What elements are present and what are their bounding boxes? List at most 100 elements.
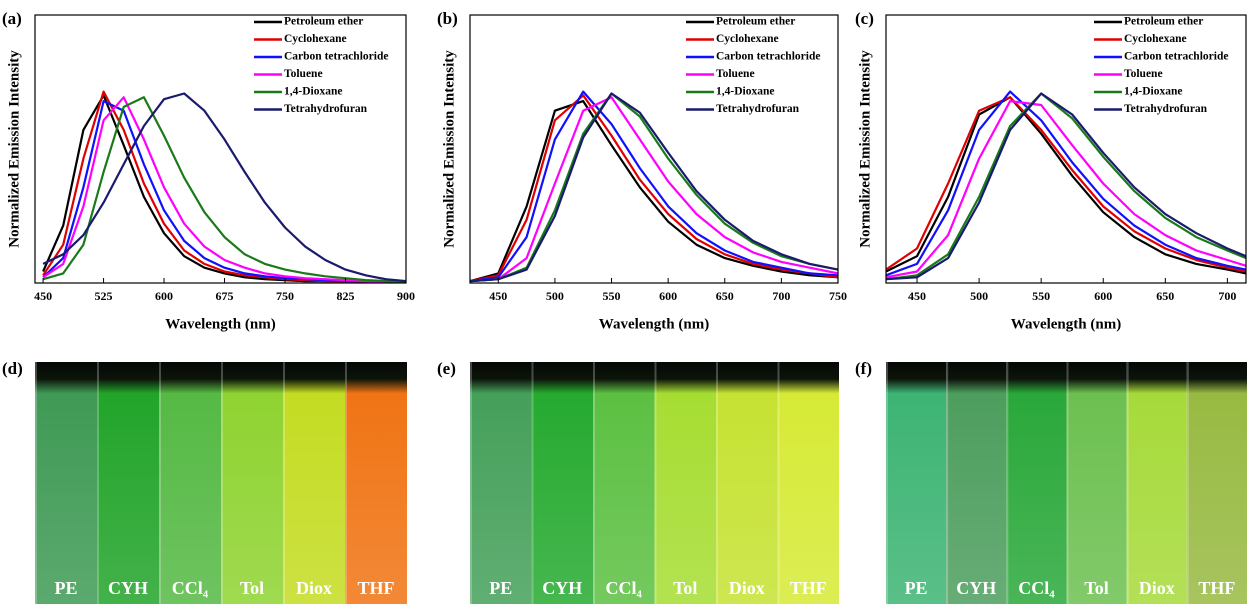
legend-label: Cyclohexane xyxy=(284,33,347,45)
y-axis-title: Normalized Emission Intensity xyxy=(441,50,457,248)
plot-frame xyxy=(34,14,407,284)
vial-label: THF xyxy=(357,578,394,598)
x-tick-label: 500 xyxy=(970,289,988,303)
series-line xyxy=(886,96,1246,273)
x-tick-label: 600 xyxy=(1094,289,1112,303)
vial-edge xyxy=(345,362,347,604)
series-line xyxy=(886,90,1246,277)
vial-edge xyxy=(1186,362,1189,604)
vial-label: Diox xyxy=(729,578,765,598)
vial-label: CCl₄ xyxy=(1018,578,1055,598)
vial-label: Tol xyxy=(1084,578,1108,598)
legend-label: Tetrahydrofuran xyxy=(284,103,368,115)
vial-edge xyxy=(35,362,37,604)
legend-label: Carbon tetrachloride xyxy=(1124,51,1228,63)
legend-label: Carbon tetrachloride xyxy=(716,51,820,63)
series-line xyxy=(886,100,1246,279)
vial xyxy=(1186,362,1247,604)
legend-label: 1,4-Dioxane xyxy=(284,86,342,98)
legend-label: Cyclohexane xyxy=(1124,33,1187,45)
series-line xyxy=(886,92,1246,281)
legend-label: 1,4-Dioxane xyxy=(1124,86,1182,98)
vial-label: CYH xyxy=(956,578,996,598)
vial-edge xyxy=(593,362,595,604)
vial xyxy=(1066,362,1127,604)
series-line xyxy=(42,92,406,283)
vial xyxy=(886,362,947,604)
vial xyxy=(531,362,593,604)
vial-edge xyxy=(159,362,161,604)
vial xyxy=(221,362,283,604)
x-tick-label: 450 xyxy=(489,289,507,303)
x-tick-label: 600 xyxy=(659,289,677,303)
vial-edge xyxy=(654,362,657,604)
vial xyxy=(470,362,532,604)
series-line xyxy=(470,100,838,283)
legend-label: Toluene xyxy=(284,68,323,80)
vial-label: CYH xyxy=(542,578,582,598)
x-axis-title: Wavelength (nm) xyxy=(1011,316,1121,332)
vial-label: Diox xyxy=(1139,578,1175,598)
x-tick-label: 550 xyxy=(1032,289,1050,303)
vial-label: CCl₄ xyxy=(606,578,643,598)
vial-edge xyxy=(1006,362,1009,604)
panel-label: (d) xyxy=(2,359,23,378)
series-line xyxy=(470,94,838,283)
y-axis-title: Normalized Emission Intensity xyxy=(857,50,873,248)
vial xyxy=(946,362,1007,604)
panel-label: (e) xyxy=(437,359,456,378)
vial xyxy=(345,362,407,604)
vial-edge xyxy=(1066,362,1069,604)
vial xyxy=(777,362,839,604)
x-tick-label: 550 xyxy=(603,289,621,303)
x-tick-label: 525 xyxy=(95,289,113,303)
x-tick-label: 675 xyxy=(216,289,234,303)
x-tick-label: 450 xyxy=(908,289,926,303)
legend-label: Petroleum ether xyxy=(716,16,795,28)
legend-label: Petroleum ether xyxy=(284,16,363,28)
vial-edge xyxy=(97,362,99,604)
plot-frame xyxy=(469,14,839,284)
series-line xyxy=(886,96,1246,275)
x-tick-label: 700 xyxy=(772,289,790,303)
vial-edge xyxy=(470,362,472,604)
series-line xyxy=(42,90,406,283)
vial xyxy=(1126,362,1187,604)
x-tick-label: 900 xyxy=(397,289,415,303)
vial-edge xyxy=(283,362,285,604)
vial xyxy=(654,362,716,604)
x-tick-label: 450 xyxy=(34,289,52,303)
vial-edge xyxy=(946,362,949,604)
vial-edge xyxy=(531,362,534,604)
series-line xyxy=(470,90,838,283)
vial-label: Tol xyxy=(673,578,697,598)
x-tick-label: 650 xyxy=(1156,289,1174,303)
x-tick-label: 825 xyxy=(337,289,355,303)
vial-label: PE xyxy=(905,578,928,598)
plot-frame xyxy=(885,14,1247,284)
panel-label: (b) xyxy=(437,9,458,28)
vial-label: CYH xyxy=(108,578,148,598)
series-line xyxy=(470,96,838,283)
x-tick-label: 500 xyxy=(546,289,564,303)
x-axis-title: Wavelength (nm) xyxy=(165,316,275,332)
vial xyxy=(593,362,655,604)
vial-label: PE xyxy=(489,578,512,598)
series-line xyxy=(886,92,1246,281)
vial-edge xyxy=(716,362,718,604)
legend-label: Carbon tetrachloride xyxy=(284,51,388,63)
legend-label: Toluene xyxy=(716,68,755,80)
x-tick-label: 750 xyxy=(829,289,847,303)
legend-label: Petroleum ether xyxy=(1124,16,1203,28)
vial-label: Diox xyxy=(296,578,332,598)
y-axis-title: Normalized Emission Intensity xyxy=(6,50,22,248)
vial xyxy=(1006,362,1067,604)
legend-label: Toluene xyxy=(1124,68,1163,80)
x-tick-label: 700 xyxy=(1218,289,1236,303)
vial-label: PE xyxy=(54,578,77,598)
series-line xyxy=(470,92,838,283)
panel-label: (c) xyxy=(855,9,874,28)
x-tick-label: 600 xyxy=(155,289,173,303)
vial-edge xyxy=(1126,362,1129,604)
